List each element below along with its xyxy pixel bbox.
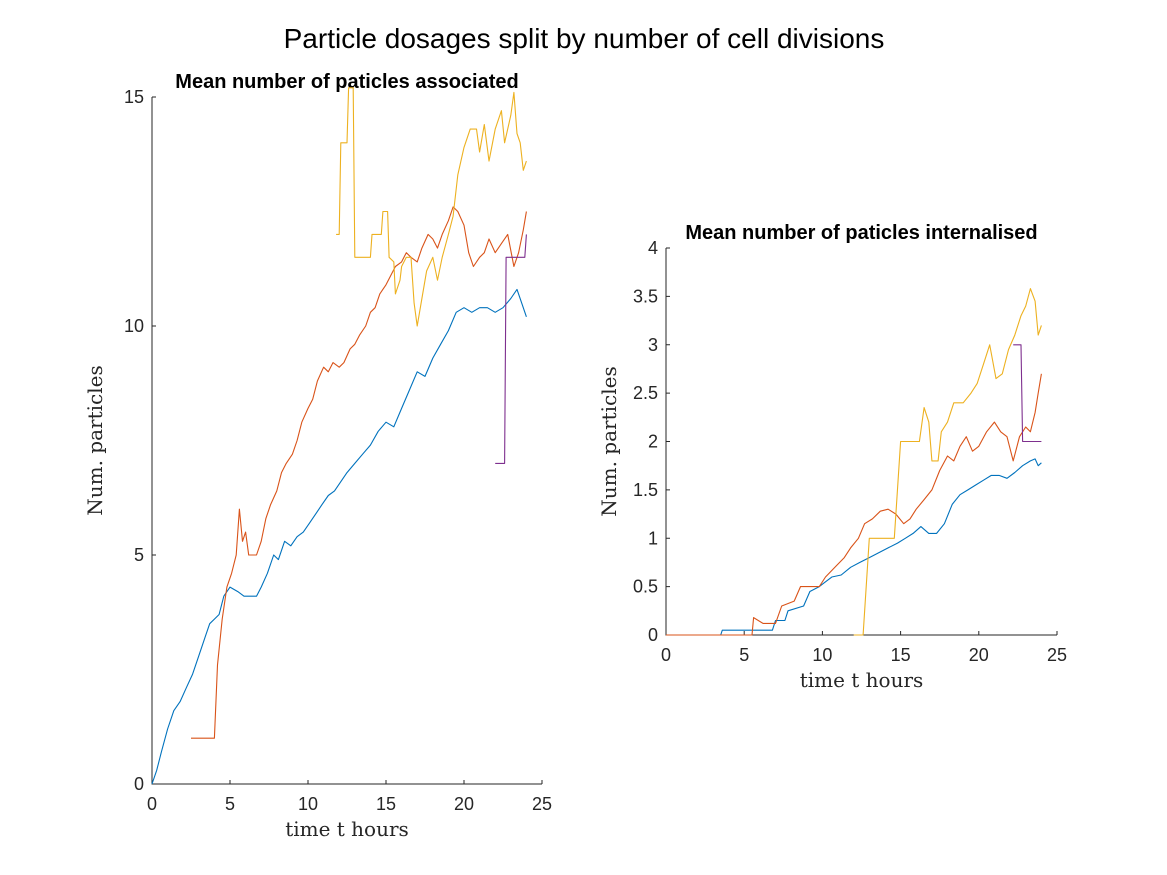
series-line-3	[495, 234, 527, 464]
x-tick-label: 10	[812, 645, 832, 665]
x-axis-label: time t hours	[800, 668, 924, 692]
y-tick-label: 0	[648, 625, 658, 645]
y-tick-label: 10	[124, 316, 144, 336]
series-line-0	[666, 458, 1042, 636]
x-tick-label: 10	[298, 794, 318, 814]
chart-title: Mean number of paticles internalised	[685, 222, 1037, 244]
y-tick-label: 15	[124, 87, 144, 107]
tick-labels: 0 5 10 15 20 25 0 0.5 1 1.5 2 2.5 3 3.5 4	[633, 238, 1067, 665]
y-tick-label: 1.5	[633, 480, 658, 500]
x-tick-label: 0	[661, 645, 671, 665]
x-tick-label: 20	[969, 645, 989, 665]
y-tick-label: 5	[134, 545, 144, 565]
x-tick-label: 0	[147, 794, 157, 814]
y-tick-label: 1	[648, 528, 658, 548]
x-tick-label: 15	[376, 794, 396, 814]
y-axis-label: Num. particles	[597, 366, 621, 516]
series-line-0	[151, 288, 527, 785]
y-tick-label: 2.5	[633, 383, 658, 403]
y-tick-label: 4	[648, 238, 658, 258]
x-tick-label: 25	[1047, 645, 1067, 665]
series-line-3	[1013, 344, 1042, 443]
series-line-2	[853, 288, 1042, 636]
x-axis-label: time t hours	[285, 817, 409, 841]
axes-frame	[665, 248, 1057, 636]
x-tick-label: 15	[891, 645, 911, 665]
series-line-1	[666, 373, 1042, 636]
x-tick-label: 25	[532, 794, 552, 814]
chart-associated: Mean number of paticles associated 0 5 10 1…	[83, 71, 552, 841]
y-axis-label: Num. particles	[83, 365, 107, 515]
axes-frame	[151, 97, 542, 785]
y-tick-label: 0.5	[633, 577, 658, 597]
plot-area	[151, 87, 543, 785]
plot-area	[665, 247, 1058, 636]
y-tick-label: 3	[648, 335, 658, 355]
x-tick-label: 5	[739, 645, 749, 665]
y-tick-label: 2	[648, 432, 658, 452]
chart-title: Mean number of paticles associated	[175, 71, 518, 93]
y-tick-label: 0	[134, 774, 144, 794]
y-tick-label: 3.5	[633, 286, 658, 306]
figure-title: Particle dosages split by number of cell…	[284, 23, 885, 54]
x-tick-label: 5	[225, 794, 235, 814]
series-line-2	[336, 87, 527, 327]
series-line-1	[191, 206, 527, 739]
tick-labels: 0 5 10 15 20 25 0 5 10 15	[124, 87, 552, 814]
chart-internalised: Mean number of paticles internalised 0 5 1…	[597, 222, 1067, 692]
x-tick-label: 20	[454, 794, 474, 814]
